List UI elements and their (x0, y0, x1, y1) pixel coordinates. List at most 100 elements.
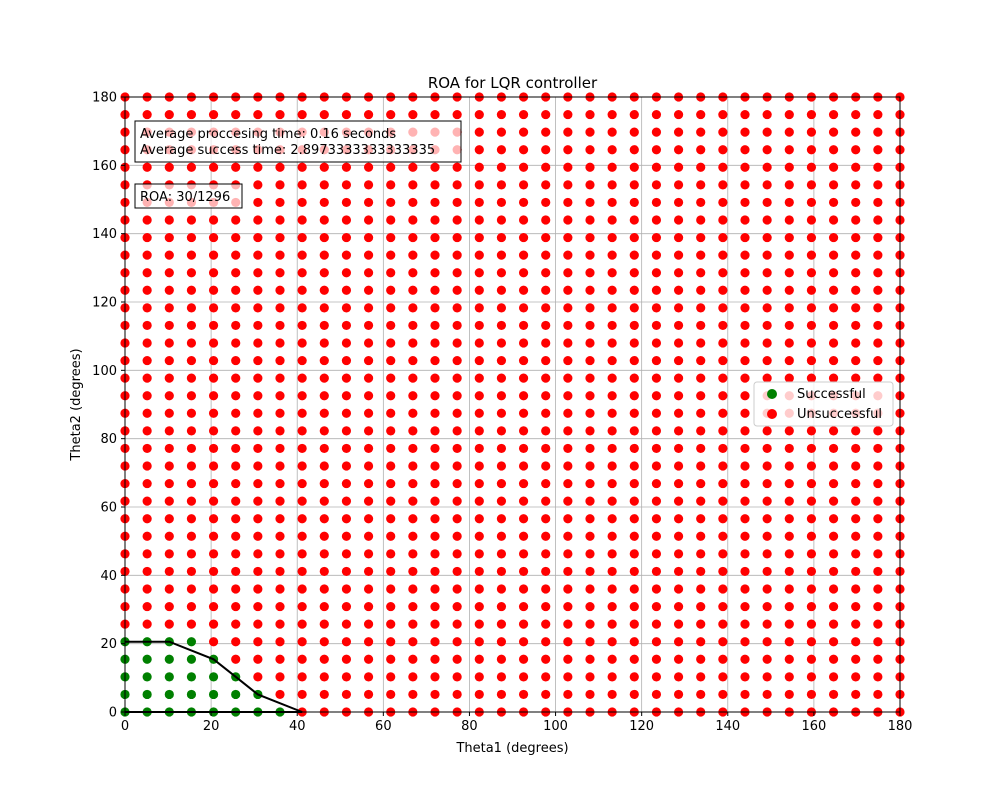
point-unsuccessful (386, 443, 396, 454)
point-unsuccessful (208, 637, 219, 647)
point-unsuccessful (164, 373, 174, 383)
point-unsuccessful (673, 268, 684, 278)
point-unsuccessful (762, 162, 772, 172)
point-unsuccessful (297, 355, 307, 366)
point-unsuccessful (541, 408, 551, 418)
point-unsuccessful (629, 619, 639, 629)
point-unsuccessful (363, 637, 374, 647)
point-unsuccessful (186, 109, 197, 120)
point-unsuccessful (341, 514, 352, 524)
point-unsuccessful (784, 338, 794, 348)
point-unsuccessful (319, 355, 329, 366)
point-unsuccessful (319, 215, 329, 225)
point-unsuccessful (452, 654, 462, 664)
point-unsuccessful (341, 531, 352, 541)
point-unsuccessful (363, 654, 374, 664)
point-unsuccessful (607, 338, 617, 348)
point-unsuccessful (474, 443, 484, 454)
point-unsuccessful (806, 162, 817, 172)
point-unsuccessful (208, 496, 219, 506)
point-unsuccessful (651, 672, 662, 682)
point-unsuccessful (585, 232, 595, 243)
point-unsuccessful (341, 109, 352, 120)
point-unsuccessful (297, 162, 307, 172)
point-unsuccessful (651, 619, 662, 629)
point-unsuccessful (208, 303, 219, 313)
point-unsuccessful (784, 320, 794, 331)
point-unsuccessful (651, 268, 662, 278)
point-unsuccessful (541, 443, 551, 454)
point-unsuccessful (585, 268, 595, 278)
point-unsuccessful (718, 285, 728, 295)
point-unsuccessful (784, 584, 794, 594)
point-unsuccessful (806, 654, 817, 664)
point-unsuccessful (253, 549, 263, 559)
point-unsuccessful (231, 338, 241, 348)
point-unsuccessful (518, 461, 529, 471)
point-unsuccessful (408, 232, 418, 243)
point-unsuccessful (430, 689, 440, 700)
point-unsuccessful (718, 320, 728, 331)
point-unsuccessful (363, 478, 374, 489)
point-unsuccessful (474, 303, 484, 313)
point-unsuccessful (408, 514, 418, 524)
point-unsuccessful (231, 426, 241, 436)
point-unsuccessful (851, 145, 861, 155)
point-unsuccessful (828, 145, 839, 155)
point-unsuccessful (718, 127, 728, 137)
point-unsuccessful (386, 689, 396, 700)
point-unsuccessful (851, 127, 861, 137)
point-unsuccessful (164, 408, 174, 418)
point-unsuccessful (873, 250, 883, 260)
point-unsuccessful (806, 355, 817, 366)
point-unsuccessful (253, 391, 263, 401)
point-unsuccessful (607, 601, 617, 612)
point-unsuccessful (341, 250, 352, 260)
point-unsuccessful (452, 355, 462, 366)
point-unsuccessful (673, 426, 684, 436)
point-unsuccessful (253, 285, 263, 295)
point-unsuccessful (541, 514, 551, 524)
point-unsuccessful (297, 514, 307, 524)
point-unsuccessful (541, 145, 551, 155)
point-unsuccessful (651, 355, 662, 366)
point-unsuccessful (585, 215, 595, 225)
point-unsuccessful (651, 285, 662, 295)
point-unsuccessful (518, 197, 529, 208)
point-unsuccessful (585, 197, 595, 208)
point-unsuccessful (496, 601, 507, 612)
point-unsuccessful (164, 109, 174, 120)
point-unsuccessful (341, 180, 352, 190)
point-unsuccessful (696, 443, 706, 454)
point-unsuccessful (851, 443, 861, 454)
point-unsuccessful (563, 408, 573, 418)
point-unsuccessful (806, 619, 817, 629)
point-unsuccessful (142, 355, 152, 366)
y-tick-label: 0 (109, 706, 117, 721)
point-unsuccessful (851, 654, 861, 664)
point-unsuccessful (408, 268, 418, 278)
point-unsuccessful (696, 426, 706, 436)
point-unsuccessful (629, 127, 639, 137)
point-unsuccessful (607, 531, 617, 541)
point-unsuccessful (718, 426, 728, 436)
point-unsuccessful (563, 197, 573, 208)
point-unsuccessful (430, 268, 440, 278)
point-unsuccessful (341, 197, 352, 208)
point-unsuccessful (673, 127, 684, 137)
point-unsuccessful (363, 584, 374, 594)
point-unsuccessful (430, 373, 440, 383)
point-unsuccessful (297, 215, 307, 225)
point-unsuccessful (851, 637, 861, 647)
point-unsuccessful (164, 584, 174, 594)
point-unsuccessful (541, 461, 551, 471)
point-unsuccessful (718, 109, 728, 120)
point-unsuccessful (851, 355, 861, 366)
point-unsuccessful (563, 426, 573, 436)
axes-frame (124, 96, 901, 713)
point-unsuccessful (430, 250, 440, 260)
point-unsuccessful (386, 619, 396, 629)
point-unsuccessful (142, 391, 152, 401)
point-unsuccessful (386, 426, 396, 436)
point-unsuccessful (186, 338, 197, 348)
